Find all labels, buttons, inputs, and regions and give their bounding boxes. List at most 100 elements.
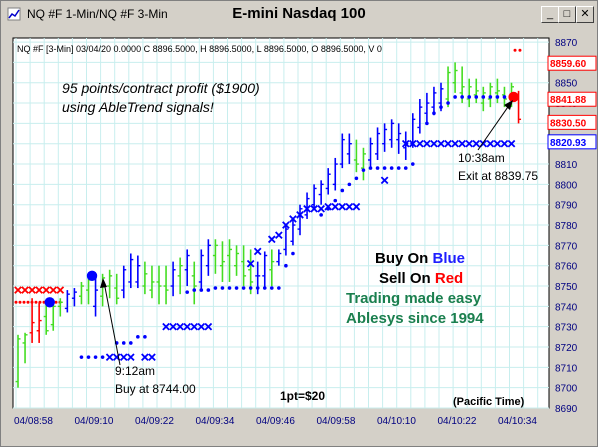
point-value-label: 1pt=$20: [280, 389, 325, 403]
stop-dot: [460, 95, 464, 99]
stop-dot: [382, 166, 387, 170]
stop-x-mark: [162, 322, 170, 331]
price-bar: [417, 98, 423, 134]
close-button[interactable]: ✕: [576, 6, 594, 23]
info-line: NQ #F [3-Min] 03/04/20 0.0000 C 8896.500…: [17, 44, 382, 54]
price-bar: [177, 257, 183, 295]
price-bar: [360, 147, 366, 181]
stop-dot: [185, 290, 189, 294]
stop-dot: [495, 95, 500, 99]
price-bar: [128, 253, 134, 289]
stop-x-mark: [303, 204, 311, 213]
price-bar: [480, 86, 486, 112]
price-bar: [43, 302, 49, 335]
stop-dot: [502, 95, 507, 99]
x-tick-label: 04/09:10: [75, 416, 114, 427]
stop-dot: [129, 341, 133, 345]
x-stroke: [253, 247, 262, 256]
red-dot: [14, 300, 18, 304]
price-bar: [71, 288, 77, 307]
price-bar: [466, 78, 472, 108]
price-bar: [64, 290, 70, 313]
price-tag: 8830.50: [547, 114, 597, 130]
x-tick-label: 04/10:10: [377, 416, 416, 427]
price-bar: [15, 334, 21, 388]
red-dot: [513, 48, 517, 52]
price-bar: [473, 78, 479, 104]
price-bar: [227, 239, 232, 282]
price-bar: [494, 78, 500, 104]
buy-arrow: [103, 281, 121, 366]
x-stroke: [246, 259, 255, 268]
y-tick-label: 8800: [555, 180, 578, 191]
stop-x-mark: [169, 322, 177, 331]
price-bar: [487, 82, 493, 108]
maximize-button[interactable]: □: [558, 6, 576, 23]
x-stroke: [401, 139, 410, 148]
x-stroke: [303, 204, 311, 213]
price-tag-box: [547, 91, 597, 107]
x-stroke: [493, 139, 502, 148]
price-bar: [100, 273, 106, 307]
stop-x-mark: [267, 235, 276, 244]
buy-price-label: Buy at 8744.00: [115, 382, 196, 396]
x-stroke: [430, 139, 438, 148]
price-bar: [332, 157, 338, 191]
x-stroke: [352, 202, 361, 211]
stop-x-mark: [465, 139, 474, 148]
price-bar: [93, 275, 99, 317]
stop-x-mark: [500, 139, 509, 148]
x-tick-label: 04/10:34: [498, 416, 537, 427]
stop-dot: [79, 355, 84, 359]
stop-x-mark: [296, 211, 304, 219]
x-tick-label: 04/09:46: [256, 416, 295, 427]
stop-dot: [192, 288, 197, 292]
stop-x-mark: [345, 202, 354, 211]
stop-x-mark: [183, 322, 192, 331]
stop-dot: [396, 166, 401, 170]
exit-arrow: [477, 103, 511, 151]
price-bar: [325, 168, 331, 195]
stop-dot: [255, 286, 260, 290]
y-tick-label: 8770: [555, 241, 578, 252]
y-tick-label: 8740: [555, 302, 578, 313]
red-dot: [54, 300, 58, 304]
price-bar: [375, 127, 381, 160]
red-x-mark: [14, 286, 22, 294]
y-tick-label: 8790: [555, 201, 578, 212]
x-stroke: [465, 139, 474, 148]
price-bar: [50, 302, 56, 331]
stop-x-mark: [451, 139, 459, 148]
stop-dot: [220, 286, 225, 290]
x-stroke: [338, 202, 347, 211]
stop-dot: [488, 95, 493, 99]
price-bar: [57, 298, 63, 317]
x-tick-label: 04/09:34: [196, 416, 235, 427]
x-stroke: [486, 139, 495, 148]
price-bar: [36, 302, 42, 343]
stop-x-mark: [119, 353, 128, 362]
stop-dot: [354, 176, 359, 181]
stop-dot: [425, 121, 429, 126]
x-stroke: [500, 139, 509, 148]
stop-x-mark: [197, 322, 206, 331]
y-tick-label: 8810: [555, 160, 578, 171]
price-bar: [219, 241, 225, 282]
plot-area: [12, 37, 550, 409]
x-stroke: [183, 322, 192, 331]
stop-x-mark: [416, 139, 424, 148]
price-bar: [107, 269, 113, 299]
x-stroke: [126, 353, 135, 362]
stop-x-mark: [317, 204, 325, 213]
x-stroke: [296, 211, 304, 219]
stop-dot: [403, 166, 408, 170]
price-bar: [283, 225, 289, 256]
x-stroke: [444, 139, 452, 148]
x-stroke: [21, 286, 29, 294]
stop-x-mark: [176, 322, 184, 331]
stop-x-mark: [437, 139, 445, 148]
x-stroke: [28, 286, 36, 294]
price-bar: [191, 261, 197, 305]
price-bar: [452, 62, 458, 93]
